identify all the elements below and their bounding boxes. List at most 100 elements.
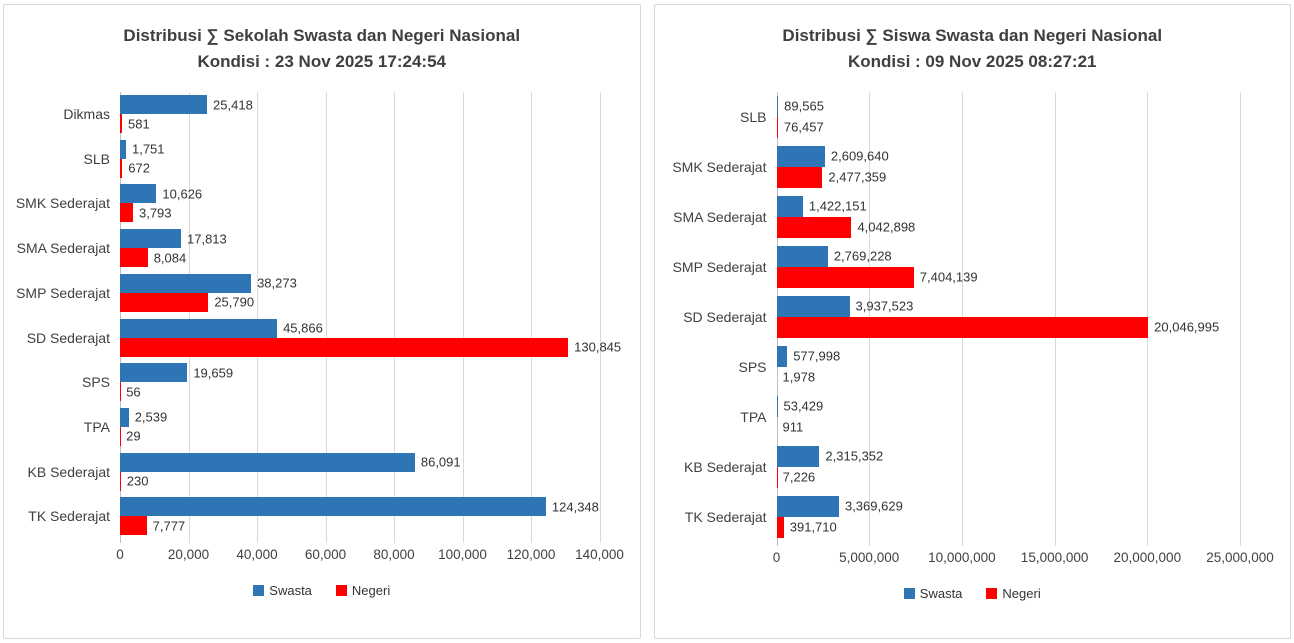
category-row: 86,091 230: [120, 449, 600, 494]
category-label: SMK Sederajat: [15, 195, 110, 212]
category-row: 17,813 8,084: [120, 226, 600, 271]
bar-value-label: 89,565: [784, 98, 824, 114]
swasta-bar: [776, 445, 820, 467]
legend-item-negeri: Negeri: [986, 586, 1041, 601]
x-axis-tick: 0: [116, 546, 124, 562]
negeri-legend-swatch: [986, 587, 998, 599]
gridline: [394, 91, 395, 543]
bar-value-label: 7,226: [782, 469, 816, 485]
bar-value-label: 2,477,359: [828, 169, 887, 185]
category-row: 1,422,151 4,042,898: [776, 192, 1241, 242]
gridline: [1240, 91, 1241, 546]
plot-area: 89,565 76,457 2,609,640 2,477,359 1,422,151 4…: [773, 91, 1274, 570]
x-axis-tick: 100,000: [438, 546, 487, 562]
chart-title: Distribusi ∑ Siswa Swasta dan Negeri Nas…: [669, 23, 1277, 76]
swasta-bar: [120, 497, 546, 517]
bar-value-label: 45,866: [283, 320, 323, 336]
negeri-bar: [776, 116, 778, 138]
negeri-bar: [120, 158, 123, 178]
category-label: SLB: [83, 150, 110, 167]
sekolah-chart-panel: Distribusi ∑ Sekolah Swasta dan Negeri N…: [3, 4, 641, 639]
y-axis-line: [120, 91, 121, 543]
category-label: TK Sederajat: [28, 508, 110, 525]
negeri-bar: [120, 337, 569, 357]
legend-item-negeri: Negeri: [335, 583, 390, 598]
bar-value-label: 124,348: [551, 499, 599, 515]
category-label: SMP Sederajat: [672, 258, 767, 275]
bar-value-label: 86,091: [420, 454, 461, 470]
gridlines: [120, 91, 601, 543]
category-label: TPA: [83, 418, 110, 435]
bar-value-label: 25,790: [214, 294, 255, 310]
swasta-bar: [776, 145, 825, 167]
x-axis-tick: 5,000,000: [839, 549, 900, 565]
category-label: SMA Sederajat: [16, 240, 110, 257]
bar-value-label: 130,845: [574, 339, 622, 355]
chart-title-line1: Distribusi ∑ Sekolah Swasta dan Negeri N…: [123, 26, 521, 45]
negeri-bar: [120, 248, 148, 268]
x-axis-tick: 20,000,000: [1113, 549, 1182, 565]
bar-value-label: 17,813: [187, 231, 227, 247]
category-row: 2,315,352 7,226: [776, 442, 1241, 492]
category-label: TK Sederajat: [684, 508, 767, 525]
gridline: [325, 91, 327, 543]
category-label: KB Sederajat: [684, 458, 767, 475]
bar-rows: 89,565 76,457 2,609,640 2,477,359 1,422,151 4…: [776, 91, 1241, 546]
category-label: SMK Sederajat: [672, 158, 767, 175]
category-row: 577,998 1,978: [776, 342, 1241, 392]
gridline: [531, 91, 532, 543]
gridline: [257, 91, 258, 543]
gridline: [599, 91, 601, 543]
negeri-bar: [776, 166, 823, 188]
x-axis-tick: 15,000,000: [1020, 549, 1089, 565]
bar-value-label: 1,978: [782, 369, 816, 385]
category-row: 89,565 76,457: [776, 92, 1241, 142]
swasta-bar: [776, 195, 803, 217]
negeri-bar: [120, 516, 147, 536]
bar-value-label: 391,710: [789, 519, 837, 535]
gridline: [462, 91, 464, 543]
bar-value-label: 76,457: [783, 119, 824, 135]
y-axis-category-labels: SLB SMK Sederajat SMA Sederajat SMP Sederaj…: [669, 92, 777, 542]
siswa-chart-panel: Distribusi ∑ Siswa Swasta dan Negeri Nas…: [653, 4, 1291, 639]
category-row: 2,539 29: [120, 405, 600, 450]
chart-title-line2: Kondisi : 09 Nov 2025 08:27:21: [847, 52, 1097, 72]
bar-value-label: 3,937,523: [855, 298, 914, 314]
chart-area: SLB SMK Sederajat SMA Sederajat SMP Sederaj…: [669, 91, 1277, 570]
bar-value-label: 581: [127, 116, 150, 132]
x-axis-tick: 10,000,000: [928, 549, 996, 565]
x-axis-tick-labels: 0 5,000,000 10,000,000 15,000,000 20,000,000…: [773, 549, 1274, 570]
y-axis-category-labels: Dikmas SLB SMK Sederajat SMA Sederajat SMP S…: [15, 92, 120, 539]
swasta-bar: [776, 95, 779, 117]
x-axis-tick: 120,000: [506, 546, 556, 562]
bar-value-label: 3,793: [138, 205, 172, 221]
category-row: 3,937,523 20,046,995: [776, 292, 1241, 342]
swasta-bar: [120, 363, 188, 383]
swasta-legend-swatch: [903, 587, 915, 599]
swasta-bar: [776, 495, 839, 517]
category-row: 1,751 672: [120, 136, 600, 181]
swasta-bar: [776, 395, 778, 417]
bar-value-label: 2,769,228: [833, 248, 892, 264]
swasta-bar: [120, 273, 252, 293]
category-row: 53,429 911: [776, 392, 1241, 442]
bar-value-label: 7,404,139: [919, 269, 978, 285]
chart-area: Dikmas SLB SMK Sederajat SMA Sederajat SMP S…: [15, 91, 626, 567]
chart-title-line2: Kondisi : 23 Nov 2025 17:24:54: [197, 52, 446, 72]
legend-label: Swasta: [269, 582, 312, 598]
bar-value-label: 672: [128, 160, 150, 176]
x-axis-tick: 80,000: [373, 546, 415, 562]
swasta-bar: [120, 229, 181, 249]
category-row: 3,369,629 391,710: [776, 492, 1241, 542]
bar-value-label: 8,084: [153, 250, 187, 266]
x-axis-tick: 40,000: [236, 546, 278, 562]
category-row: 124,348 7,777: [120, 494, 600, 539]
swasta-bar: [120, 318, 278, 338]
x-axis-tick: 20,000: [167, 546, 210, 562]
bar-value-label: 230: [126, 473, 149, 489]
category-row: 2,769,228 7,404,139: [776, 242, 1241, 292]
plot-area: 25,418 581 1,751 672 10,626 3,793 17,813 8,084 3…: [116, 91, 624, 567]
negeri-bar: [120, 114, 122, 134]
bar-value-label: 38,273: [257, 275, 297, 291]
swasta-bar: [120, 452, 415, 472]
